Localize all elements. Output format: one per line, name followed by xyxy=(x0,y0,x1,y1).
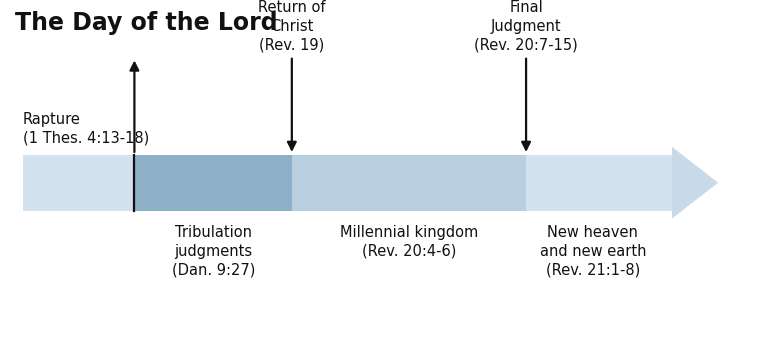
Text: Millennial kingdom
(Rev. 20:4-6): Millennial kingdom (Rev. 20:4-6) xyxy=(340,225,478,258)
Text: New heaven
and new earth
(Rev. 21:1-8): New heaven and new earth (Rev. 21:1-8) xyxy=(540,225,646,277)
Polygon shape xyxy=(672,147,718,219)
Text: The Day of the Lord: The Day of the Lord xyxy=(15,11,278,35)
Bar xyxy=(134,155,292,211)
Bar xyxy=(23,155,134,211)
Text: Rapture
(1 Thes. 4:13-18): Rapture (1 Thes. 4:13-18) xyxy=(23,112,149,146)
Text: Return of
Christ
(Rev. 19): Return of Christ (Rev. 19) xyxy=(258,0,326,52)
Bar xyxy=(292,155,526,211)
Text: Final
Judgment
(Rev. 20:7-15): Final Judgment (Rev. 20:7-15) xyxy=(474,0,578,52)
Bar xyxy=(526,155,660,211)
Text: Tribulation
judgments
(Dan. 9:27): Tribulation judgments (Dan. 9:27) xyxy=(172,225,255,277)
Bar xyxy=(660,155,672,211)
